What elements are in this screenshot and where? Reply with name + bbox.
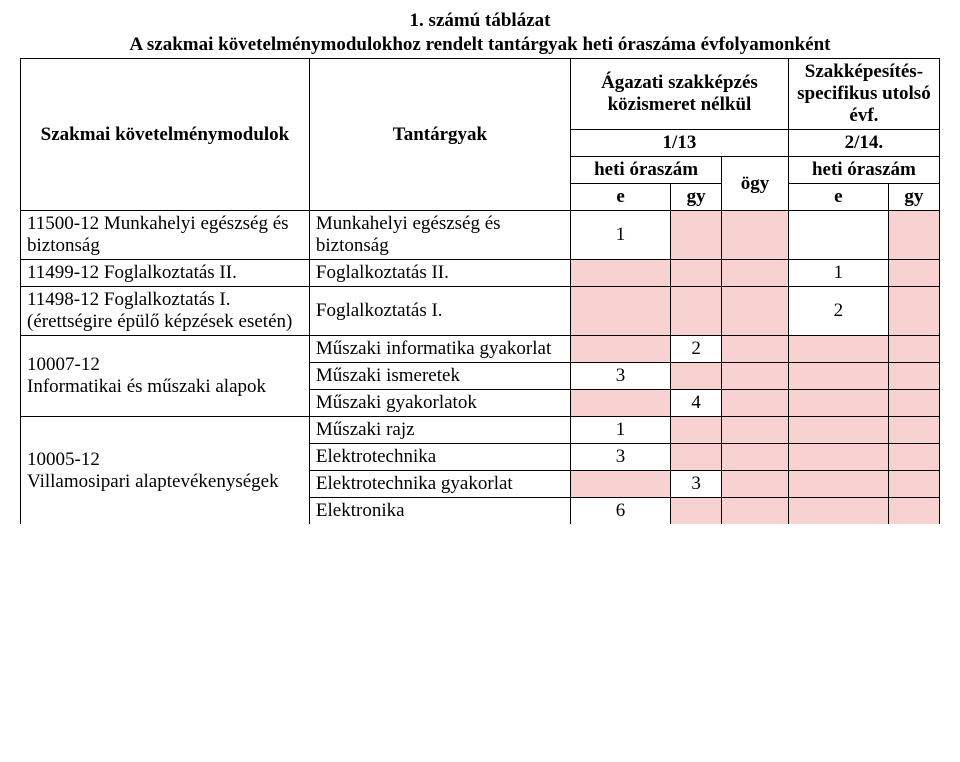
value-cell: 2: [671, 336, 722, 363]
value-cell: [571, 471, 671, 498]
value-cell: [788, 211, 888, 260]
value-cell: 3: [571, 444, 671, 471]
module-cell: 10005-12 Villamosipari alaptevékenységek: [21, 417, 310, 525]
value-cell: [888, 390, 939, 417]
value-cell: [671, 260, 722, 287]
table-caption-title: A szakmai követelménymodulokhoz rendelt …: [20, 34, 940, 56]
value-cell: [888, 417, 939, 444]
value-cell: [671, 444, 722, 471]
table-row: 11499-12 Foglalkoztatás II. Foglalkoztat…: [21, 260, 940, 287]
value-cell: 1: [571, 417, 671, 444]
header-heti2: heti óraszám: [788, 157, 939, 184]
header-ogy: ögy: [722, 157, 789, 211]
header-col-modules: Szakmai követelménymodulok: [21, 59, 310, 211]
value-cell: 3: [571, 363, 671, 390]
header-group2b: 2/14.: [788, 130, 939, 157]
header-group1b: 1/13: [571, 130, 789, 157]
value-cell: 3: [671, 471, 722, 498]
value-cell: [571, 390, 671, 417]
subject-cell: Elektronika: [309, 498, 570, 525]
value-cell: [722, 260, 789, 287]
header-group2a: Szakképesítés-specifikus utolsó évf.: [788, 59, 939, 130]
value-cell: [571, 287, 671, 336]
header-gy2: gy: [888, 184, 939, 211]
module-cell: 11498-12 Foglalkoztatás I. (érettségire …: [21, 287, 310, 336]
module-cell: 11500-12 Munkahelyi egészség és biztonsá…: [21, 211, 310, 260]
subject-cell: Elektrotechnika gyakorlat: [309, 471, 570, 498]
table-row: 10005-12 Villamosipari alaptevékenységek…: [21, 417, 940, 444]
value-cell: [788, 390, 888, 417]
value-cell: [671, 211, 722, 260]
header-group1a: Ágazati szakképzés közismeret nélkül: [571, 59, 789, 130]
value-cell: [671, 363, 722, 390]
value-cell: [788, 444, 888, 471]
header-gy1: gy: [671, 184, 722, 211]
module-cell: 10007-12 Informatikai és műszaki alapok: [21, 336, 310, 417]
value-cell: [888, 336, 939, 363]
value-cell: [671, 417, 722, 444]
value-cell: [722, 444, 789, 471]
value-cell: 2: [788, 287, 888, 336]
value-cell: [671, 498, 722, 525]
value-cell: [571, 260, 671, 287]
value-cell: [722, 498, 789, 525]
subject-cell: Műszaki gyakorlatok: [309, 390, 570, 417]
subject-cell: Műszaki informatika gyakorlat: [309, 336, 570, 363]
header-e2: e: [788, 184, 888, 211]
value-cell: 1: [571, 211, 671, 260]
module-cell: 11499-12 Foglalkoztatás II.: [21, 260, 310, 287]
subject-cell: Műszaki rajz: [309, 417, 570, 444]
header-col-subjects: Tantárgyak: [309, 59, 570, 211]
subject-cell: Műszaki ismeretek: [309, 363, 570, 390]
value-cell: [888, 471, 939, 498]
value-cell: [671, 287, 722, 336]
value-cell: [788, 471, 888, 498]
value-cell: [888, 260, 939, 287]
value-cell: [788, 336, 888, 363]
value-cell: [788, 417, 888, 444]
value-cell: [788, 363, 888, 390]
value-cell: 4: [671, 390, 722, 417]
table-row: 10007-12 Informatikai és műszaki alapok …: [21, 336, 940, 363]
value-cell: [888, 363, 939, 390]
header-e1: e: [571, 184, 671, 211]
value-cell: [888, 498, 939, 525]
subject-cell: Munkahelyi egészség és biztonság: [309, 211, 570, 260]
value-cell: [722, 287, 789, 336]
subject-cell: Elektrotechnika: [309, 444, 570, 471]
value-cell: [722, 390, 789, 417]
value-cell: [722, 417, 789, 444]
header-row-1: Szakmai követelménymodulok Tantárgyak Ág…: [21, 59, 940, 130]
value-cell: 6: [571, 498, 671, 525]
value-cell: [722, 336, 789, 363]
value-cell: [571, 336, 671, 363]
table-row: 11498-12 Foglalkoztatás I. (érettségire …: [21, 287, 940, 336]
table-row: 11500-12 Munkahelyi egészség és biztonsá…: [21, 211, 940, 260]
subject-cell: Foglalkoztatás I.: [309, 287, 570, 336]
table-number-title: 1. számú táblázat: [20, 10, 940, 32]
value-cell: [788, 498, 888, 525]
subject-cell: Foglalkoztatás II.: [309, 260, 570, 287]
value-cell: [722, 363, 789, 390]
value-cell: 1: [788, 260, 888, 287]
value-cell: [722, 471, 789, 498]
header-heti1: heti óraszám: [571, 157, 722, 184]
value-cell: [722, 211, 789, 260]
value-cell: [888, 444, 939, 471]
curriculum-table: Szakmai követelménymodulok Tantárgyak Ág…: [20, 58, 940, 524]
value-cell: [888, 287, 939, 336]
value-cell: [888, 211, 939, 260]
